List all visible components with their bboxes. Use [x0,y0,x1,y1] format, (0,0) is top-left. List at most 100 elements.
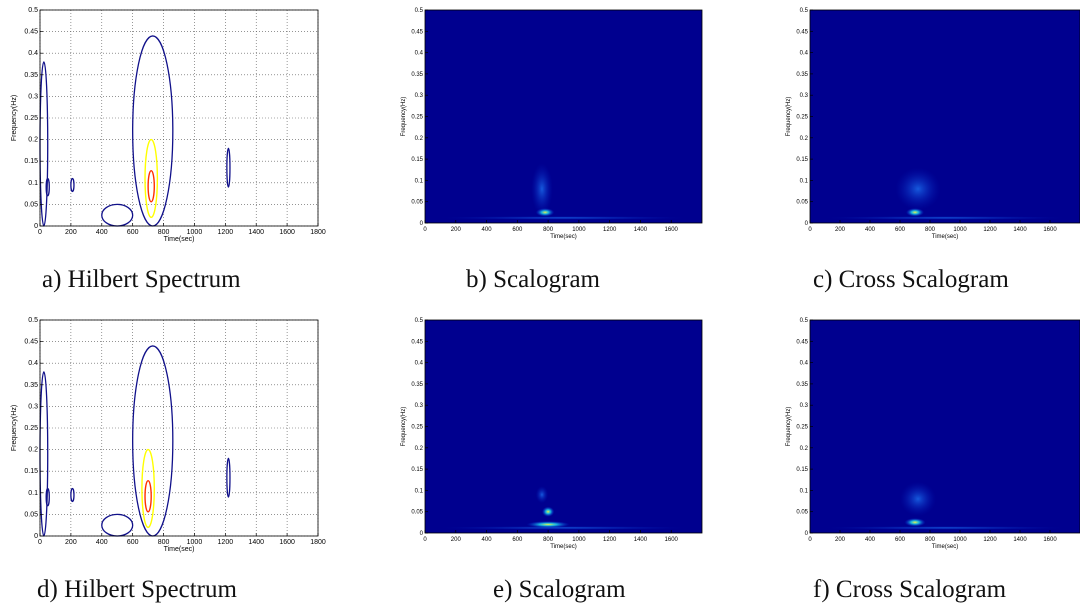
y-tick-label: 0.4 [28,360,38,367]
x-tick-label: 1800 [310,229,326,236]
y-tick-label: 0.2 [28,137,38,144]
x-tick-label: 600 [512,227,523,233]
y-tick-label: 0.25 [411,115,423,121]
x-axis-label: Time(sec) [932,234,958,240]
chart-panel-6: 0 200 400 600 800 1000 1200 1400 1600 0 0.05 0.1 0.1… [786,318,1080,550]
x-tick-label: 600 [127,539,139,546]
x-tick-label: 1200 [218,229,234,236]
y-axis-label: Frequency(Hz) [11,405,18,451]
y-tick-label: 0.2 [415,136,424,142]
x-tick-label: 400 [482,227,493,233]
y-tick-label: 0.3 [415,403,424,409]
x-tick-label: 600 [895,537,906,543]
contour-line [226,147,231,188]
y-tick-label: 0 [420,221,424,227]
contour-line [45,487,50,507]
x-tick-label: 1600 [665,227,679,233]
y-tick-label: 0.3 [415,93,424,99]
x-tick-label: 1200 [983,537,997,543]
y-tick-label: 0.4 [415,51,424,57]
y-tick-label: 0.2 [415,446,424,452]
y-tick-label: 0.35 [411,72,423,78]
x-tick-label: 1000 [187,539,203,546]
y-tick-label: 0.25 [24,115,38,122]
y-tick-label: 0.45 [24,29,38,36]
y-tick-label: 0.1 [415,488,424,494]
y-tick-label: 0.5 [28,7,38,14]
x-tick-label: 800 [158,539,170,546]
chart-caption: c) Cross Scalogram [813,266,1009,293]
y-tick-label: 0.35 [411,382,423,388]
x-tick-label: 400 [96,229,108,236]
contour-line [70,487,75,503]
x-tick-label: 800 [158,229,170,236]
y-tick-label: 0.3 [800,403,809,409]
plot-area [425,320,702,533]
y-tick-label: 0.45 [411,29,423,35]
x-tick-label: 1000 [953,227,967,233]
y-tick-label: 0.35 [24,72,38,79]
x-tick-label: 1400 [1013,537,1027,543]
scalogram-blob [900,481,936,516]
y-tick-label: 0.1 [415,178,424,184]
chart-caption: b) Scalogram [466,266,600,293]
y-tick-label: 0.25 [411,425,423,431]
y-tick-label: 0.45 [24,339,38,346]
y-tick-label: 0.25 [796,425,808,431]
x-tick-label: 600 [512,537,523,543]
y-tick-label: 0.2 [28,447,38,454]
y-tick-label: 0.15 [411,467,423,473]
x-tick-label: 600 [127,229,139,236]
x-axis-label: Time(sec) [164,546,195,553]
y-tick-label: 0.15 [24,468,38,475]
y-tick-label: 0.4 [800,51,809,57]
scalogram-blob [825,526,1065,530]
x-tick-label: 0 [423,537,427,543]
y-tick-label: 0.5 [800,318,809,324]
x-tick-label: 1200 [603,227,617,233]
y-axis-label: Frequency(Hz) [11,95,18,141]
x-tick-label: 1400 [248,229,264,236]
x-tick-label: 1400 [248,539,264,546]
x-tick-label: 1600 [1043,227,1057,233]
y-tick-label: 0.45 [411,339,423,345]
y-tick-label: 0.1 [800,488,809,494]
y-tick-label: 0.1 [800,178,809,184]
scalogram-blob [541,506,555,517]
y-tick-label: 0.4 [28,50,38,57]
chart-panel-4: 0 200 400 600 800 1000 1200 1400 1600 1800 0 0.05 0.… [11,317,326,553]
x-tick-label: 1400 [634,227,648,233]
scalogram-blob [531,163,553,215]
chart-caption: e) Scalogram [493,576,626,603]
y-tick-label: 0 [34,223,38,230]
y-tick-label: 0.35 [796,382,808,388]
y-tick-label: 0.15 [796,467,808,473]
y-tick-label: 0.4 [415,361,424,367]
scalogram-blob [895,167,941,211]
y-tick-label: 0 [805,531,809,537]
y-axis-label: Frequency(Hz) [401,97,407,137]
y-tick-label: 0.35 [24,382,38,389]
chart-panel-3: 0 200 400 600 800 1000 1200 1400 1600 0 0.05 0.1 0.1… [786,8,1080,240]
x-tick-label: 1600 [1043,537,1057,543]
x-tick-label: 800 [925,227,936,233]
contour-line [70,177,75,193]
chart-caption: a) Hilbert Spectrum [42,266,241,293]
y-tick-label: 0.3 [28,93,38,100]
chart-panel-2: 0 200 400 600 800 1000 1200 1400 1600 0 0.05 0.1 0.1… [401,8,703,240]
x-tick-label: 1200 [983,227,997,233]
x-axis-label: Time(sec) [550,234,576,240]
x-tick-label: 400 [482,537,493,543]
plot-area [810,10,1080,223]
y-tick-label: 0 [805,221,809,227]
x-tick-label: 800 [543,537,554,543]
contour-line [144,138,159,219]
y-tick-label: 0.3 [800,93,809,99]
chart-panel-1: 0 200 400 600 800 1000 1200 1400 1600 1800 0 0.05 0.… [11,7,326,243]
x-tick-label: 1200 [603,537,617,543]
x-tick-label: 200 [835,227,846,233]
contour-line [147,170,155,203]
chart-caption: d) Hilbert Spectrum [37,576,237,603]
chart-panel-5: 0 200 400 600 800 1000 1200 1400 1600 0 0.05 0.1 0.1… [401,318,703,550]
